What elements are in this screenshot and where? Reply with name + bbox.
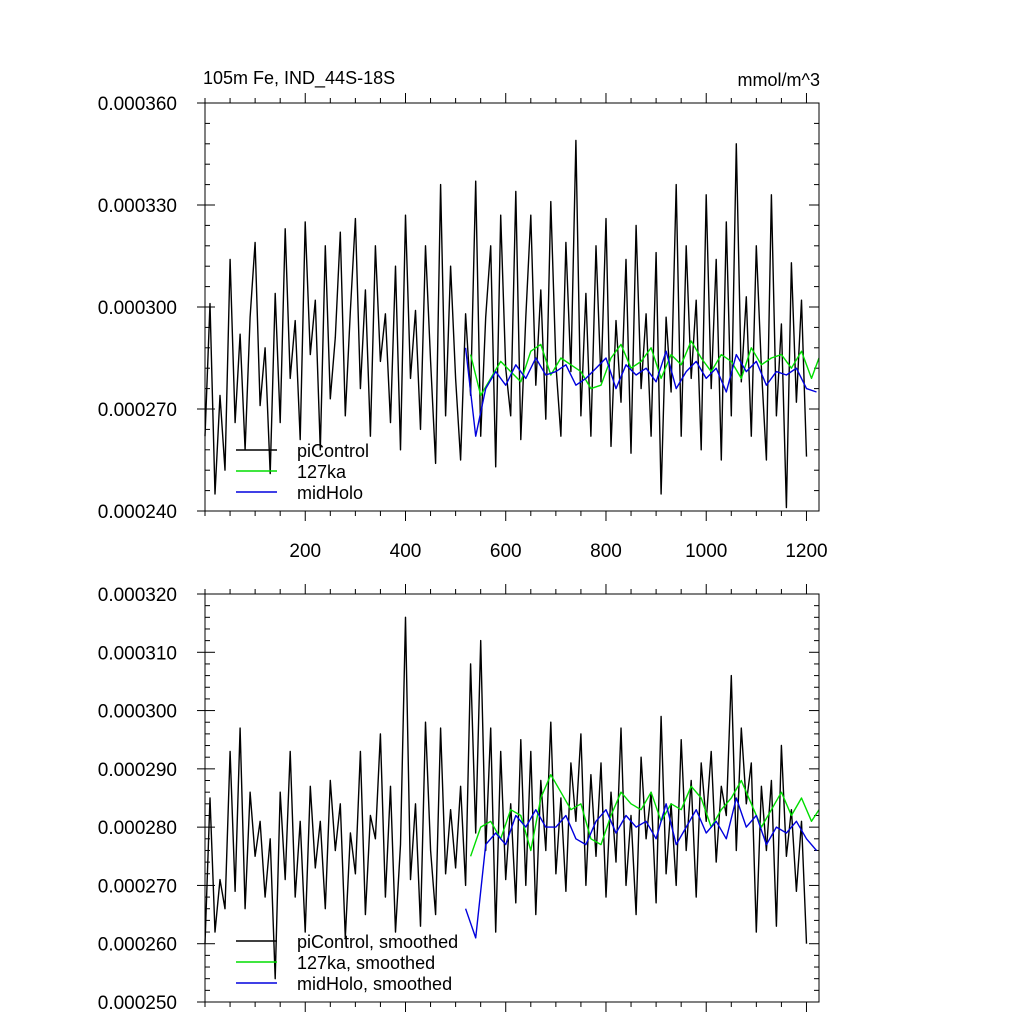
y-tick-label: 0.000270 [98, 876, 177, 897]
y-tick-label: 0.000330 [98, 196, 177, 217]
units-label: mmol/m^3 [738, 70, 820, 90]
y-tick-label: 0.000300 [98, 298, 177, 319]
series-line-midholo [464, 347, 817, 437]
y-tick-label: 0.000240 [98, 502, 177, 523]
y-tick-label: 0.000360 [98, 94, 177, 115]
legend-label: piControl [297, 441, 369, 461]
x-tick-label: 1200 [785, 541, 827, 562]
x-tick-label: 600 [490, 541, 522, 562]
y-tick-label: 0.000320 [98, 585, 177, 606]
legend-label: piControl, smoothed [297, 932, 458, 952]
legend-label: 127ka, smoothed [297, 953, 435, 973]
plot-frame-top [204, 102, 820, 512]
bottom-panel: 0.000250 0.000260 0.000270 0.000280 0.000290… [98, 584, 820, 1014]
legend-label: midHolo [297, 483, 363, 503]
plot-frame-bottom [204, 593, 820, 1003]
series-line-127ka [469, 774, 820, 857]
x-tick-label: 1000 [685, 541, 727, 562]
y-tick-label: 0.000290 [98, 760, 177, 781]
series-line-127ka [469, 340, 820, 397]
legend-label: 127ka [297, 462, 347, 482]
series-line-midholo [464, 797, 818, 939]
y-tick-label: 0.000250 [98, 993, 177, 1014]
x-tick-label: 200 [289, 541, 321, 562]
y-tick-label: 0.000270 [98, 400, 177, 421]
x-tick-label: 800 [590, 541, 622, 562]
y-tick-label: 0.000300 [98, 702, 177, 723]
y-tick-label: 0.000310 [98, 643, 177, 664]
y-tick-label: 0.000280 [98, 818, 177, 839]
series-line-picontrol [204, 139, 808, 509]
y-tick-label: 0.000260 [98, 935, 177, 956]
chart-title: 105m Fe, IND_44S-18S [203, 68, 395, 89]
top-panel: 105m Fe, IND_44S-18S mmol/m^3 0.000240 0.… [98, 68, 828, 562]
series-line-picontrol [204, 616, 808, 980]
x-tick-label: 400 [390, 541, 422, 562]
legend-label: midHolo, smoothed [297, 974, 452, 994]
